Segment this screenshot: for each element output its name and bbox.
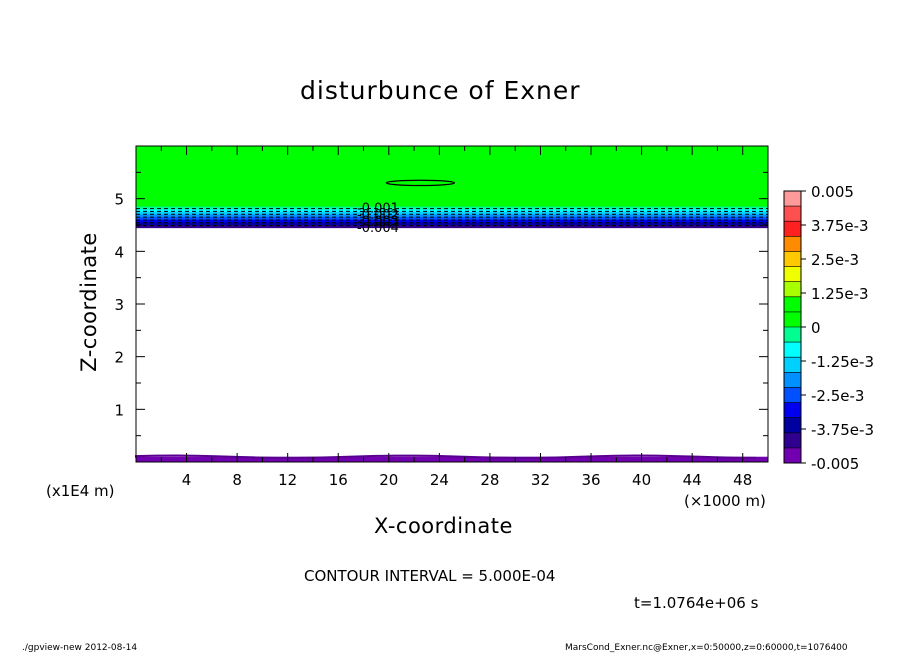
colorbar-segment (784, 402, 801, 419)
y-axis-unit: (x1E4 m) (46, 482, 115, 500)
x-tick-label: 12 (278, 471, 297, 489)
colorbar-segment (784, 342, 801, 358)
y-tick-label: 2 (114, 349, 124, 367)
region-white-interior (136, 227, 768, 457)
colorbar-segment (784, 432, 801, 449)
time-label: t=1.0764e+06 s (634, 594, 759, 612)
colorbar-segment (784, 296, 801, 313)
gradient-band (136, 219, 768, 223)
x-tick-label: 28 (480, 471, 499, 489)
colorbar-segment (784, 311, 801, 328)
colorbar-label: 3.75e-3 (811, 217, 869, 235)
colorbar-label: 1.25e-3 (811, 285, 869, 303)
chart-title: disturbunce of Exner (300, 76, 581, 105)
x-tick-label: 44 (683, 471, 702, 489)
colorbar-label: 0 (811, 319, 821, 337)
x-tick-label: 8 (232, 471, 242, 489)
x-tick-label: 16 (329, 471, 348, 489)
colorbar-label: -3.75e-3 (811, 421, 874, 439)
x-tick-label: 24 (430, 471, 449, 489)
x-tick-label: 4 (182, 471, 192, 489)
colorbar-label: -2.5e-3 (811, 387, 864, 405)
axis-ticks (135, 145, 769, 463)
closed-contour (385, 179, 456, 187)
contour-label: -0.003 (357, 215, 399, 230)
colorbar-segment (784, 191, 801, 207)
contour-label: -0.001 (357, 202, 399, 217)
x-tick-label: 32 (531, 471, 550, 489)
colorbar-labels: 0.005 3.75e-3 2.5e-3 1.25e-3 0 -1.25e-3 -2.5e-… (801, 183, 874, 473)
gradient-band (136, 209, 768, 213)
contour-label: -0.002 (357, 208, 399, 223)
contour-interval-label: CONTOUR INTERVAL = 5.000E-04 (304, 567, 556, 585)
y-tick-label: 1 (114, 401, 124, 419)
colorbar-segment (784, 357, 801, 373)
colorbar-label: -0.005 (811, 455, 859, 473)
x-tick-label: 48 (733, 471, 752, 489)
colorbar-label: 2.5e-3 (811, 251, 859, 269)
x-tick-label: 36 (581, 471, 600, 489)
program-label: ./gpview-new 2012-08-14 (22, 643, 138, 653)
contour-label: -0.004 (357, 221, 399, 236)
gradient-band (136, 211, 768, 215)
colorbar-segment (784, 417, 801, 434)
y-tick-label: 4 (114, 243, 124, 261)
source-label: MarsCond_Exner.nc@Exner,x=0:50000,z=0:60… (565, 643, 848, 653)
y-tick-label: 3 (114, 296, 124, 314)
contour-labels: -0.001-0.002-0.003-0.004 (357, 202, 399, 237)
colorbar-segment (784, 281, 801, 298)
gradient-band (136, 222, 768, 226)
colorbar-segment (784, 251, 801, 267)
region-bottom-layer (136, 456, 768, 462)
gradient-band (136, 214, 768, 218)
colorbar-segment (784, 236, 801, 252)
y-tick-label: 5 (114, 191, 124, 209)
y-axis-title: Z-coordinate (77, 232, 101, 372)
colorbar-segment (784, 221, 801, 237)
contour-lines (135, 179, 768, 459)
x-axis-unit: (×1000 m) (684, 492, 766, 510)
x-axis-title: X-coordinate (374, 514, 513, 538)
colorbar-segment (784, 447, 801, 464)
x-tick-label: 20 (379, 471, 398, 489)
colorbar-segment (784, 327, 801, 343)
region-green-layer (136, 146, 768, 207)
colorbar-segment (784, 206, 801, 222)
plot-layers (136, 146, 768, 462)
colorbar-segment (784, 372, 801, 388)
gradient-band (136, 225, 768, 229)
colorbar-segment (784, 266, 801, 283)
colorbar-label: 0.005 (811, 183, 854, 201)
x-tick-label: 40 (632, 471, 651, 489)
gradient-band (136, 217, 768, 221)
colorbar-label: -1.25e-3 (811, 353, 874, 371)
colorbar (783, 190, 802, 464)
bottom-contour (135, 454, 757, 459)
colorbar-segment (784, 387, 801, 403)
